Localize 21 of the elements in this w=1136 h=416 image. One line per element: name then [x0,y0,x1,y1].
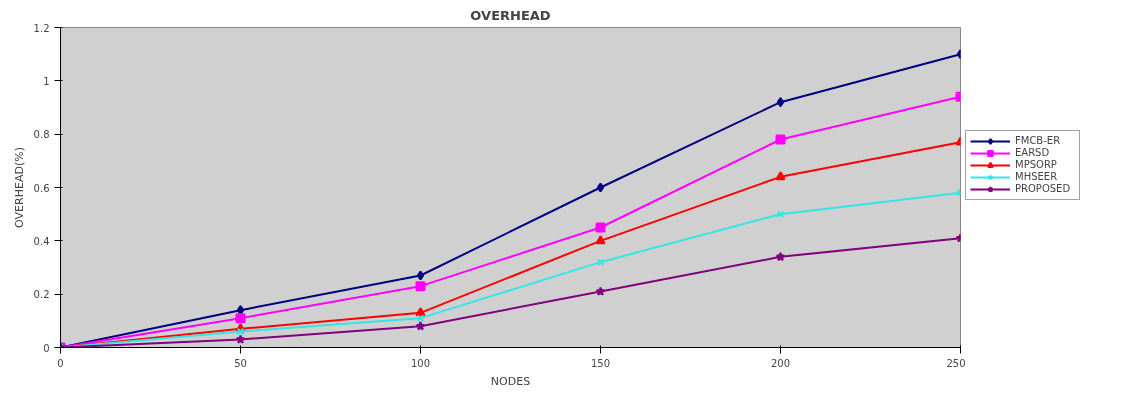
y-tick-label: 0.2 [33,289,50,301]
y-tick-label: 0 [43,342,50,354]
y-tick-label: 0.8 [33,129,50,141]
x-tick-label: 250 [946,357,966,369]
y-tick-label: 1 [43,75,50,87]
legend-label: PROPOSED [1015,182,1072,195]
x-axis-title: NODES [490,374,531,388]
chart-title: OVERHEAD [470,7,551,23]
y-tick-label: 0.4 [33,235,50,247]
legend-label: MPSORP [1015,158,1058,171]
legend-label: EARSD [1015,146,1051,159]
y-axis-title: OVERHEAD(%) [12,147,26,228]
x-tick-label: 200 [770,357,791,369]
legend-label: FMCB-ER [1015,134,1062,147]
y-tick-label: 0.6 [33,182,50,194]
legend-label: MHSEER [1015,170,1059,183]
x-tick-label: 100 [410,357,431,369]
x-tick-label: 150 [590,357,611,369]
x-tick-label: 50 [234,357,247,369]
y-tick-label: 1.2 [33,22,50,34]
x-tick-label: 0 [57,357,64,369]
